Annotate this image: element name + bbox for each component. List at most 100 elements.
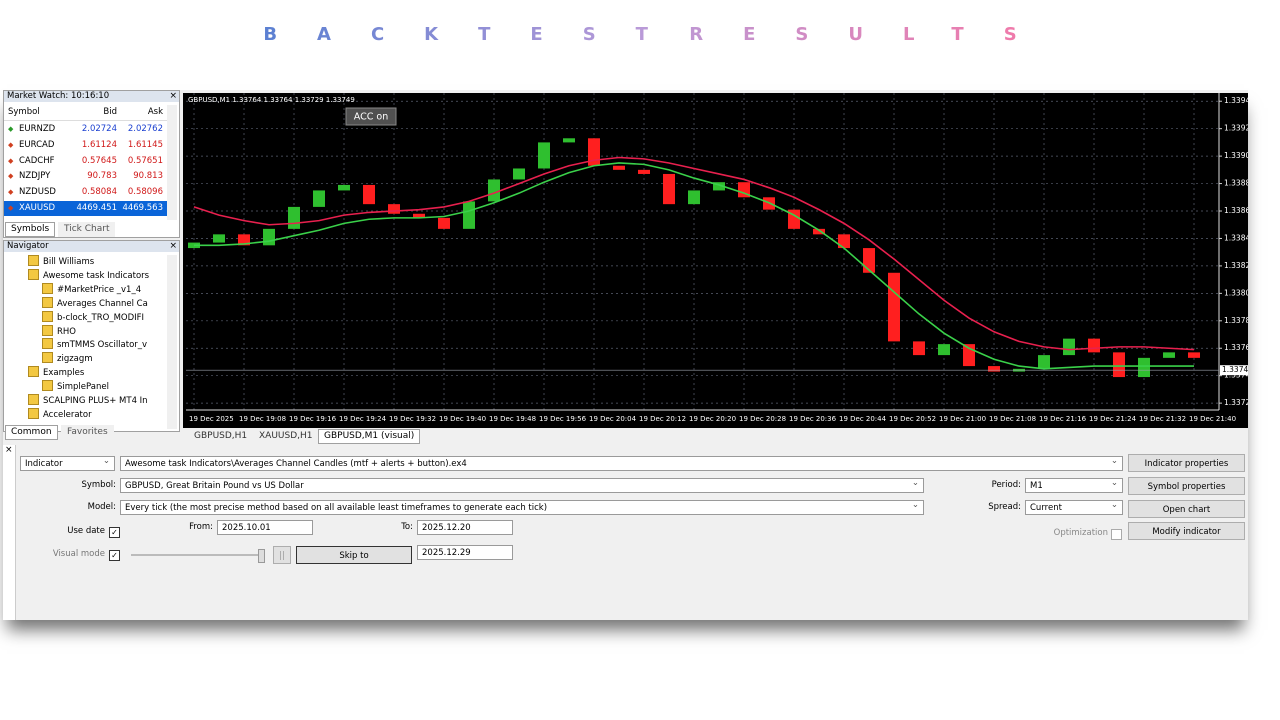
candle bbox=[313, 190, 325, 207]
tab[interactable]: Common bbox=[5, 425, 58, 440]
label: Use date bbox=[67, 526, 105, 536]
x-tick-label: 19 Dec 20:12 bbox=[639, 415, 686, 423]
page-title: BACKTEST RESULTS bbox=[263, 24, 1056, 45]
terminal-window: Market Watch: 10:16:10 × Symbol Bid Ask EUR… bbox=[3, 90, 1248, 620]
label: From: bbox=[189, 522, 213, 532]
scrollbar[interactable] bbox=[167, 105, 177, 220]
navigator-item[interactable]: SCALPING PLUS+ MT4 In bbox=[28, 394, 148, 408]
checkbox[interactable] bbox=[1111, 529, 1122, 540]
item-label: Accelerator bbox=[43, 409, 92, 420]
item-label: Awesome task Indicators bbox=[43, 270, 150, 281]
navigator: Navigator × Bill Williams Awesome task In… bbox=[3, 240, 180, 432]
column-header: Symbol bbox=[8, 107, 40, 117]
chart-tab[interactable]: GBPUSD,M1 (visual) bbox=[318, 429, 421, 444]
quote-row[interactable]: CADCHF 0.57645 0.57651 ◆ bbox=[4, 154, 167, 169]
x-tick-label: 19 Dec 20:52 bbox=[889, 415, 936, 423]
navigator-item[interactable]: zigzagm bbox=[42, 352, 93, 366]
market-watch-title: Market Watch: 10:16:10 bbox=[4, 91, 179, 102]
program-select[interactable]: Awesome task Indicators\Averages Channel… bbox=[120, 456, 1123, 471]
chart-tab[interactable]: GBPUSD,H1 bbox=[188, 429, 254, 444]
mode-select[interactable]: Indicator bbox=[20, 456, 115, 471]
model-select[interactable]: Every tick (the most precise method base… bbox=[120, 500, 924, 515]
x-tick-label: 19 Dec 20:28 bbox=[739, 415, 786, 423]
x-tick-label: 19 Dec 21:24 bbox=[1089, 415, 1137, 423]
column-header: Ask bbox=[147, 107, 163, 117]
item-icon bbox=[28, 366, 39, 378]
acc-button bbox=[345, 107, 397, 126]
price: 0.58096 bbox=[127, 187, 163, 198]
price: 90.783 bbox=[87, 171, 117, 182]
speed-slider[interactable] bbox=[131, 554, 261, 556]
navigator-item[interactable]: RHO bbox=[42, 324, 76, 339]
navigator-item[interactable]: SimplePanel bbox=[42, 380, 109, 394]
navigator-item[interactable]: Averages Channel Ca bbox=[42, 296, 148, 311]
last-price-label: 1.33749 bbox=[1222, 365, 1248, 374]
x-tick-label: 19 Dec 19:08 bbox=[239, 415, 286, 423]
navigator-item[interactable]: Examples bbox=[28, 366, 84, 380]
x-tick-label: 19 Dec 19:16 bbox=[289, 415, 337, 423]
date-input[interactable]: 2025.10.01 bbox=[217, 520, 313, 535]
quote-row[interactable]: EURNZD 2.02724 2.02762 ◆ bbox=[4, 122, 167, 137]
date-input[interactable]: 2025.12.29 bbox=[417, 545, 513, 560]
quote-row[interactable]: XAUUSD 4469.451 4469.563 ◆ bbox=[4, 201, 167, 216]
label: Model: bbox=[87, 502, 116, 512]
checkbox[interactable]: ✓ bbox=[109, 527, 120, 538]
close-icon[interactable]: × bbox=[169, 91, 177, 101]
item-label: zigzagm bbox=[57, 354, 93, 365]
navigator-item[interactable]: Awesome task Indicators bbox=[28, 268, 150, 283]
candle bbox=[1163, 352, 1175, 358]
candle bbox=[988, 366, 1000, 372]
candle bbox=[1088, 338, 1100, 353]
candle bbox=[438, 217, 450, 229]
checkbox[interactable]: ✓ bbox=[109, 550, 120, 561]
symbol-select[interactable]: GBPUSD, Great Britain Pound vs US Dollar bbox=[120, 478, 924, 493]
y-tick-label: 1.33845 bbox=[1224, 233, 1248, 242]
item-label: Examples bbox=[43, 368, 85, 379]
y-tick-label: 1.33725 bbox=[1224, 398, 1248, 407]
scrollbar[interactable] bbox=[167, 255, 177, 429]
y-tick-label: 1.33765 bbox=[1224, 343, 1248, 352]
candle bbox=[463, 201, 475, 229]
item-icon bbox=[28, 394, 39, 405]
label: Spread: bbox=[988, 502, 1021, 512]
pause-button[interactable]: || bbox=[273, 546, 291, 564]
tester-side: × bbox=[3, 445, 16, 620]
navigator-item[interactable]: smTMMS Oscillator_v bbox=[42, 338, 147, 352]
indicator-line bbox=[194, 162, 1194, 370]
label: Symbol: bbox=[81, 480, 116, 490]
item-icon bbox=[42, 282, 53, 294]
candle bbox=[613, 165, 625, 170]
slider-thumb[interactable] bbox=[258, 549, 265, 563]
navigator-item[interactable]: b-clock_TRO_MODIFI bbox=[42, 310, 144, 325]
candle bbox=[1113, 352, 1125, 378]
y-tick-label: 1.33945 bbox=[1224, 96, 1248, 105]
chart-tab[interactable]: XAUUSD,H1 bbox=[253, 429, 319, 444]
period-select[interactable]: M1 bbox=[1025, 478, 1123, 493]
close-icon[interactable]: × bbox=[169, 241, 177, 251]
close-icon[interactable]: × bbox=[5, 445, 13, 455]
button[interactable]: Open chart bbox=[1128, 500, 1245, 518]
price: 4469.563 bbox=[122, 203, 163, 213]
x-tick-label: 19 Dec 21:16 bbox=[1039, 415, 1087, 423]
navigator-item[interactable]: Accelerator bbox=[28, 407, 92, 422]
skip-button[interactable]: Skip to bbox=[296, 546, 412, 564]
spread-select[interactable]: Current bbox=[1025, 500, 1123, 515]
tab[interactable]: Favorites bbox=[61, 425, 114, 440]
quote-row[interactable]: NZDJPY 90.783 90.813 ◆ bbox=[4, 169, 167, 184]
button[interactable]: Indicator properties bbox=[1128, 454, 1245, 472]
x-tick-label: 19 Dec 20:36 bbox=[789, 415, 837, 423]
quote-row[interactable]: EURCAD 1.61124 1.61145 ◆ bbox=[4, 138, 167, 153]
quote-row[interactable]: NZDUSD 0.58084 0.58096 ◆ bbox=[4, 185, 167, 200]
y-tick-label: 1.33785 bbox=[1224, 316, 1248, 325]
candle bbox=[213, 234, 225, 243]
navigator-item[interactable]: #MarketPrice _v1_4 bbox=[42, 282, 141, 297]
tab[interactable]: Symbols bbox=[5, 222, 56, 237]
y-tick-label: 1.33825 bbox=[1224, 261, 1248, 270]
navigator-item[interactable]: Bill Williams bbox=[28, 255, 94, 269]
date-input[interactable]: 2025.12.20 bbox=[417, 520, 513, 535]
button[interactable]: Modify indicator bbox=[1128, 522, 1245, 540]
button[interactable]: Symbol properties bbox=[1128, 477, 1245, 495]
x-tick-label: 19 Dec 19:40 bbox=[439, 415, 486, 423]
candle bbox=[713, 182, 725, 191]
tab[interactable]: Tick Chart bbox=[58, 222, 116, 237]
